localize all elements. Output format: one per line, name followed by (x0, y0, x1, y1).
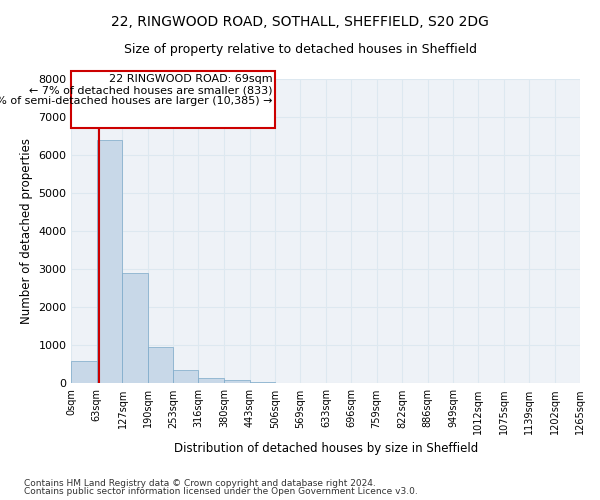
Text: Contains public sector information licensed under the Open Government Licence v3: Contains public sector information licen… (24, 488, 418, 496)
Text: Size of property relative to detached houses in Sheffield: Size of property relative to detached ho… (124, 42, 476, 56)
Bar (122, 273, 148, 384)
Text: 92% of semi-detached houses are larger (10,385) →: 92% of semi-detached houses are larger (… (0, 96, 273, 106)
Bar (250, 382, 275, 384)
X-axis label: Distribution of detached houses by size in Sheffield: Distribution of detached houses by size … (173, 442, 478, 455)
Bar (224, 380, 250, 384)
Text: Contains HM Land Registry data © Crown copyright and database right 2024.: Contains HM Land Registry data © Crown c… (24, 478, 376, 488)
Bar (148, 348, 173, 384)
Text: 22 RINGWOOD ROAD: 69sqm: 22 RINGWOOD ROAD: 69sqm (109, 74, 273, 85)
Text: 22, RINGWOOD ROAD, SOTHALL, SHEFFIELD, S20 2DG: 22, RINGWOOD ROAD, SOTHALL, SHEFFIELD, S… (111, 15, 489, 29)
Text: ← 7% of detached houses are smaller (833): ← 7% of detached houses are smaller (833… (29, 86, 273, 96)
Bar (71, 360, 97, 384)
Bar (199, 378, 224, 384)
Y-axis label: Number of detached properties: Number of detached properties (20, 138, 33, 324)
Bar (97, 140, 122, 384)
Bar (173, 370, 199, 384)
FancyBboxPatch shape (71, 72, 275, 128)
